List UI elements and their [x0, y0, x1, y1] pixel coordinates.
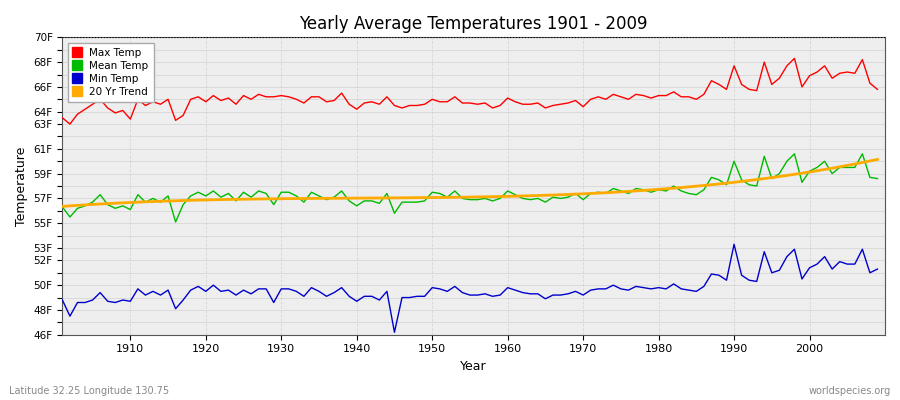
- Text: Latitude 32.25 Longitude 130.75: Latitude 32.25 Longitude 130.75: [9, 386, 169, 396]
- X-axis label: Year: Year: [461, 360, 487, 373]
- Y-axis label: Temperature: Temperature: [15, 146, 28, 226]
- Text: worldspecies.org: worldspecies.org: [809, 386, 891, 396]
- Legend: Max Temp, Mean Temp, Min Temp, 20 Yr Trend: Max Temp, Mean Temp, Min Temp, 20 Yr Tre…: [68, 42, 154, 102]
- Title: Yearly Average Temperatures 1901 - 2009: Yearly Average Temperatures 1901 - 2009: [300, 15, 648, 33]
